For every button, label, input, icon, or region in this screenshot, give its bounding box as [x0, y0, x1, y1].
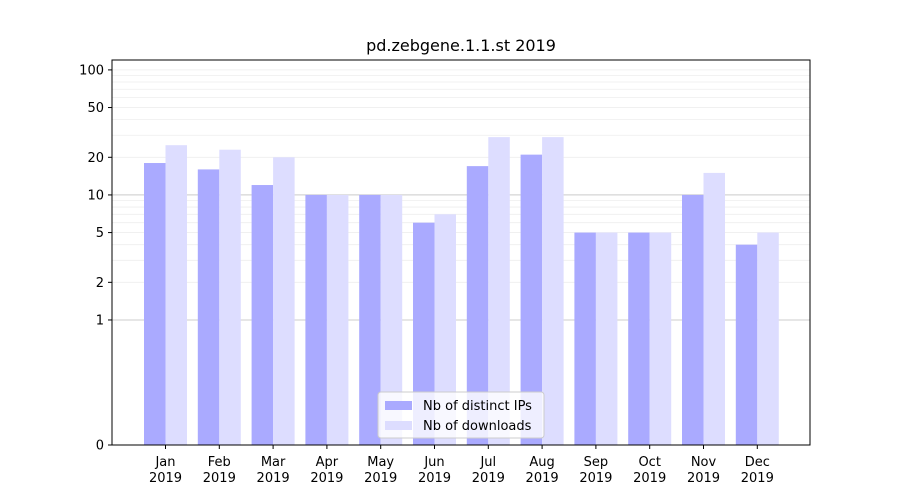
bar-downloads-6 — [488, 137, 510, 445]
x-tick-label: Sep — [584, 455, 609, 470]
x-tick-label: Jul — [479, 455, 496, 470]
bar-downloads-3 — [326, 194, 349, 445]
legend-swatch — [385, 421, 412, 430]
bar-downloads-10 — [703, 172, 725, 445]
legend: Nb of distinct IPs Nb of downloads — [377, 391, 545, 439]
axes: 0125102050100Jan2019Feb2019Mar2019Apr201… — [79, 59, 811, 486]
x-tick-label: 2019 — [310, 471, 343, 486]
x-tick-label: Mar — [261, 455, 286, 470]
legend-label: Nb of downloads — [423, 419, 532, 434]
bar-downloads-5 — [434, 214, 456, 445]
y-tick-label: 20 — [87, 151, 104, 166]
x-tick-label: 2019 — [687, 471, 720, 486]
bar-ips-8 — [574, 232, 596, 445]
y-tick-label: 1 — [96, 313, 104, 328]
bar-downloads-4 — [380, 194, 403, 445]
x-tick-label: 2019 — [579, 471, 612, 486]
bar-downloads-7 — [542, 137, 564, 445]
bar-ips-1 — [197, 169, 220, 445]
bar-downloads-1 — [219, 149, 241, 446]
x-tick-label: May — [367, 455, 394, 470]
bar-downloads-2 — [273, 157, 295, 445]
bar-downloads-11 — [757, 232, 779, 445]
x-tick-label: 2019 — [472, 471, 505, 486]
x-tick-label: Jan — [154, 455, 175, 470]
bar-ips-3 — [305, 194, 327, 445]
bar-ips-4 — [359, 194, 381, 445]
x-tick-label: 2019 — [364, 471, 397, 486]
x-tick-label: 2019 — [203, 471, 236, 486]
bar-ips-11 — [735, 244, 758, 445]
y-tick-label: 10 — [87, 188, 104, 203]
legend-label: Nb of distinct IPs — [423, 399, 532, 414]
x-tick-label: Nov — [691, 455, 717, 470]
x-tick-label: 2019 — [418, 471, 451, 486]
y-tick-label: 100 — [79, 63, 104, 78]
bar-downloads-8 — [595, 232, 618, 445]
y-tick-label: 50 — [87, 101, 104, 116]
bar-ips-2 — [251, 185, 274, 445]
plot-frame — [111, 59, 811, 446]
x-tick-label: Jun — [423, 455, 444, 470]
x-tick-label: Aug — [529, 455, 554, 470]
x-tick-label: 2019 — [633, 471, 666, 486]
bar-downloads-0 — [165, 145, 187, 445]
y-tick-label: 5 — [96, 226, 104, 241]
x-tick-label: 2019 — [149, 471, 182, 486]
bar-ips-10 — [682, 194, 704, 445]
x-tick-label: 2019 — [257, 471, 290, 486]
x-tick-label: 2019 — [526, 471, 559, 486]
legend-box — [377, 391, 545, 439]
x-tick-label: Apr — [316, 455, 339, 470]
bar-ips-0 — [144, 163, 166, 445]
x-tick-label: 2019 — [741, 471, 774, 486]
y-tick-label: 2 — [96, 276, 104, 291]
bar-ips-5 — [413, 222, 435, 445]
bar-downloads-9 — [649, 232, 672, 445]
y-tick-label: 0 — [96, 439, 104, 454]
legend-swatch — [385, 401, 412, 410]
bar-ips-7 — [520, 154, 543, 446]
x-tick-label: Dec — [745, 455, 770, 470]
x-tick-label: Feb — [208, 455, 231, 470]
bar-ips-6 — [466, 166, 489, 445]
bar-ips-9 — [628, 232, 650, 445]
bars — [144, 137, 779, 446]
chart-title: pd.zebgene.1.1.st 2019 — [366, 36, 556, 55]
x-tick-label: Oct — [638, 455, 660, 470]
